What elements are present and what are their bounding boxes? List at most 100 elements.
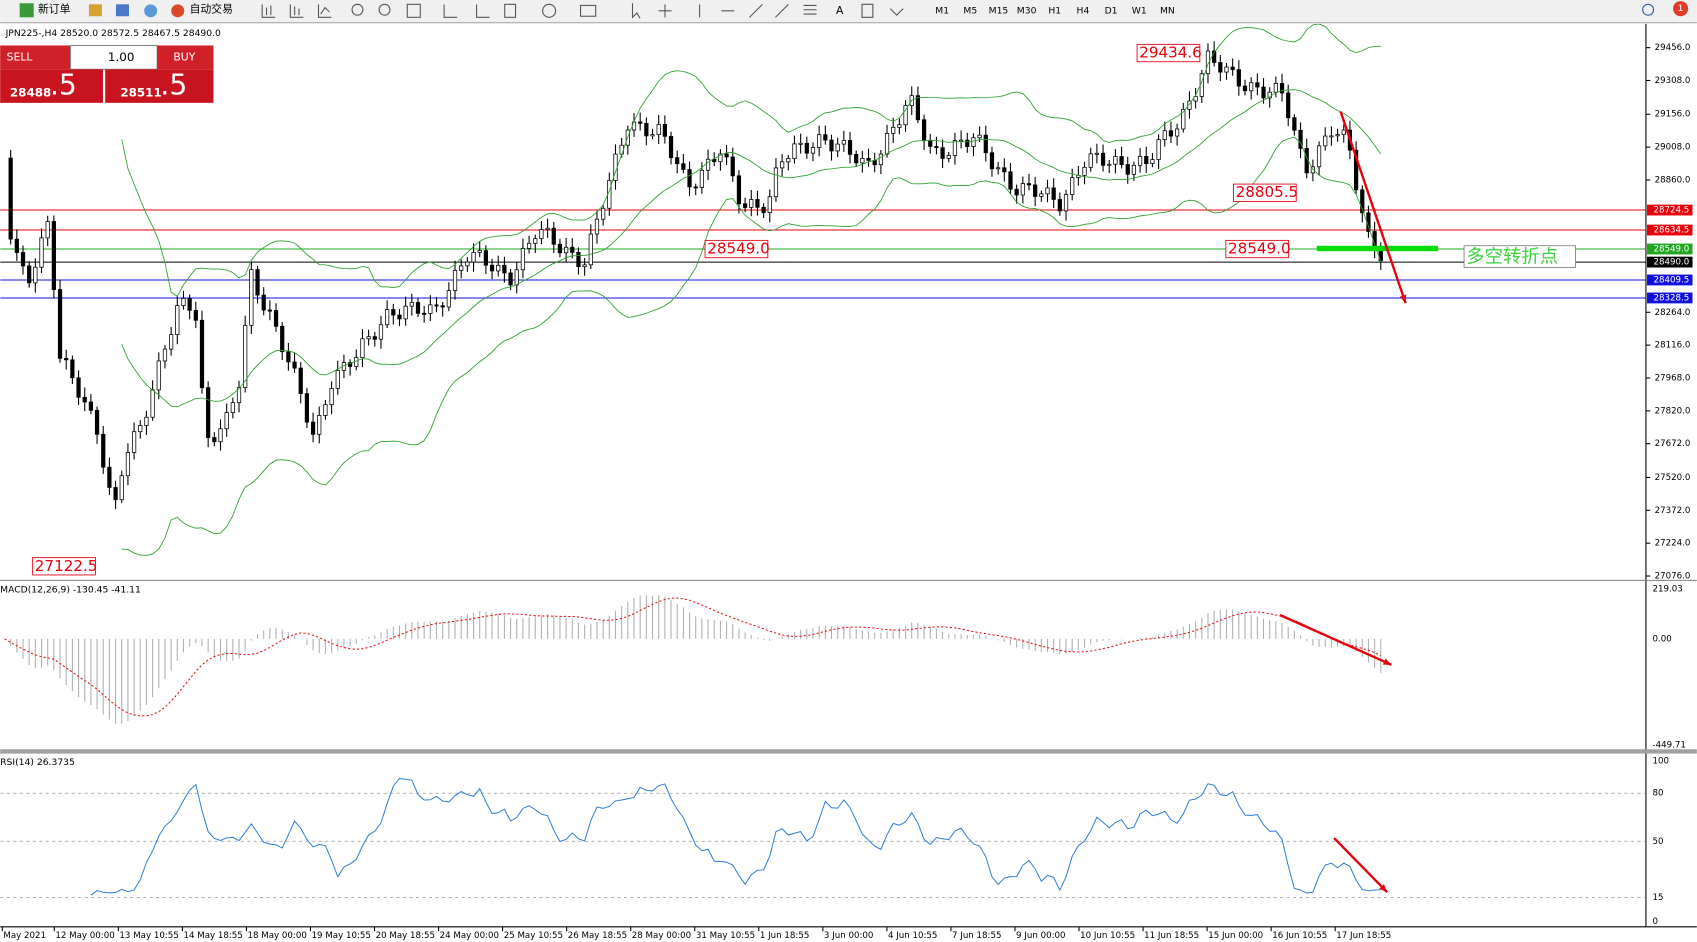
candle-body bbox=[921, 119, 927, 142]
candle-body bbox=[385, 309, 390, 326]
date-label: 10 Jun 10:55 bbox=[1080, 931, 1135, 941]
buy-button[interactable]: BUY bbox=[173, 50, 195, 63]
auto-trading[interactable]: 自动交易 bbox=[190, 2, 233, 16]
candle-body bbox=[570, 246, 575, 253]
chart-header: JPN225-,H4 28520.0 28572.5 28467.5 28490… bbox=[5, 28, 221, 39]
new-order[interactable]: 新订单 bbox=[38, 2, 71, 16]
candle-body bbox=[119, 475, 124, 501]
macd-signal bbox=[4, 597, 1381, 717]
candle-body bbox=[749, 199, 754, 208]
new-order-icon[interactable] bbox=[19, 3, 34, 18]
timeframes: M1 M5 M15 M30 H1 H4 D1 W1 MN bbox=[935, 5, 1175, 16]
timeframe[interactable]: H4 bbox=[1077, 5, 1090, 16]
candle-body bbox=[1131, 164, 1137, 175]
timeframe[interactable]: M5 bbox=[963, 5, 977, 16]
candle-body bbox=[736, 175, 742, 205]
candle-body bbox=[150, 389, 155, 418]
candle-body bbox=[1033, 184, 1038, 197]
rsi-axis-label: 50 bbox=[1652, 837, 1663, 847]
candle-body bbox=[107, 466, 112, 488]
timeframe[interactable]: H1 bbox=[1048, 5, 1061, 16]
candle-body bbox=[1070, 177, 1075, 195]
candle-body bbox=[391, 309, 396, 316]
candle-body bbox=[1316, 145, 1322, 168]
candle-body bbox=[286, 351, 291, 363]
bid-box[interactable] bbox=[0, 69, 104, 103]
candle-body bbox=[804, 142, 809, 154]
price-label: 27372.0 bbox=[1655, 506, 1691, 516]
candle-body bbox=[996, 167, 1001, 170]
candle-body bbox=[335, 370, 340, 389]
auto-trading-icon bbox=[171, 4, 185, 18]
price-label: 28860.0 bbox=[1655, 175, 1691, 185]
candle-body bbox=[489, 264, 495, 272]
date-label: 7 Jun 18:55 bbox=[952, 931, 1001, 941]
candle-body bbox=[1144, 155, 1149, 164]
candle-body bbox=[1205, 50, 1211, 75]
candle-body bbox=[397, 314, 402, 320]
candle-body bbox=[915, 95, 921, 121]
candle-body bbox=[971, 137, 976, 147]
candle-body bbox=[422, 312, 427, 315]
timeframe[interactable]: M1 bbox=[935, 5, 949, 16]
candle-body bbox=[872, 159, 877, 166]
date-label: 14 May 18:55 bbox=[183, 931, 242, 941]
candle-body bbox=[1002, 167, 1007, 173]
ask-main: 28511 bbox=[120, 86, 161, 100]
candle-body bbox=[1218, 62, 1223, 73]
date-label: 24 May 00:00 bbox=[440, 931, 499, 941]
candle-body bbox=[582, 264, 587, 268]
candle-body bbox=[452, 270, 458, 291]
candle-body bbox=[236, 387, 242, 404]
signal-text: 多空转折点 bbox=[1466, 247, 1558, 268]
candle-body bbox=[539, 229, 544, 240]
ask-box[interactable] bbox=[105, 69, 214, 103]
candle-body bbox=[261, 294, 266, 311]
candle-body bbox=[514, 269, 519, 286]
date-label: 28 May 00:00 bbox=[632, 931, 691, 941]
candle-body bbox=[508, 272, 513, 286]
candle-body bbox=[705, 158, 711, 171]
sell-button[interactable]: SELL bbox=[7, 50, 33, 63]
candle-body bbox=[82, 396, 87, 403]
candle-body bbox=[224, 412, 229, 430]
candle-body bbox=[1273, 82, 1278, 93]
price-annotation: 27122.5 bbox=[35, 557, 98, 575]
timeframe[interactable]: M15 bbox=[989, 5, 1009, 16]
sell-header[interactable] bbox=[0, 45, 71, 70]
candle-body bbox=[1335, 134, 1340, 137]
candle-body bbox=[1119, 156, 1124, 165]
candle-body bbox=[76, 377, 81, 398]
candle-body bbox=[310, 421, 316, 435]
candle-body bbox=[360, 338, 365, 358]
icon bbox=[144, 4, 158, 18]
candle-body bbox=[403, 305, 408, 320]
timeframe[interactable]: MN bbox=[1160, 5, 1175, 16]
candle-body bbox=[372, 336, 377, 340]
candle-body bbox=[1088, 153, 1093, 168]
timeframe[interactable]: M30 bbox=[1017, 5, 1037, 16]
candle-body bbox=[878, 153, 883, 166]
candle-body bbox=[33, 266, 38, 284]
candle-body bbox=[199, 319, 205, 389]
notification-count: 1 bbox=[1678, 3, 1684, 14]
candle-body bbox=[946, 155, 951, 159]
candle-body bbox=[977, 134, 982, 139]
candle-body bbox=[1063, 194, 1069, 212]
date-label: 18 May 00:00 bbox=[248, 931, 307, 941]
timeframe[interactable]: W1 bbox=[1132, 5, 1147, 16]
notifications[interactable] bbox=[1673, 1, 1689, 17]
volume[interactable]: 1.00 bbox=[108, 50, 135, 64]
signal-box bbox=[1463, 245, 1576, 268]
candle-body bbox=[520, 248, 526, 271]
candle-body bbox=[693, 186, 698, 189]
search[interactable] bbox=[1642, 3, 1655, 16]
candle-body bbox=[1323, 135, 1328, 147]
candle-body bbox=[780, 161, 785, 169]
price-label: 29008.0 bbox=[1655, 143, 1691, 153]
price-annotation-box bbox=[1232, 183, 1297, 202]
timeframe[interactable]: D1 bbox=[1105, 5, 1118, 16]
trend-arrow bbox=[1339, 111, 1407, 304]
buy-header[interactable] bbox=[157, 45, 214, 70]
candle-body bbox=[724, 153, 729, 158]
